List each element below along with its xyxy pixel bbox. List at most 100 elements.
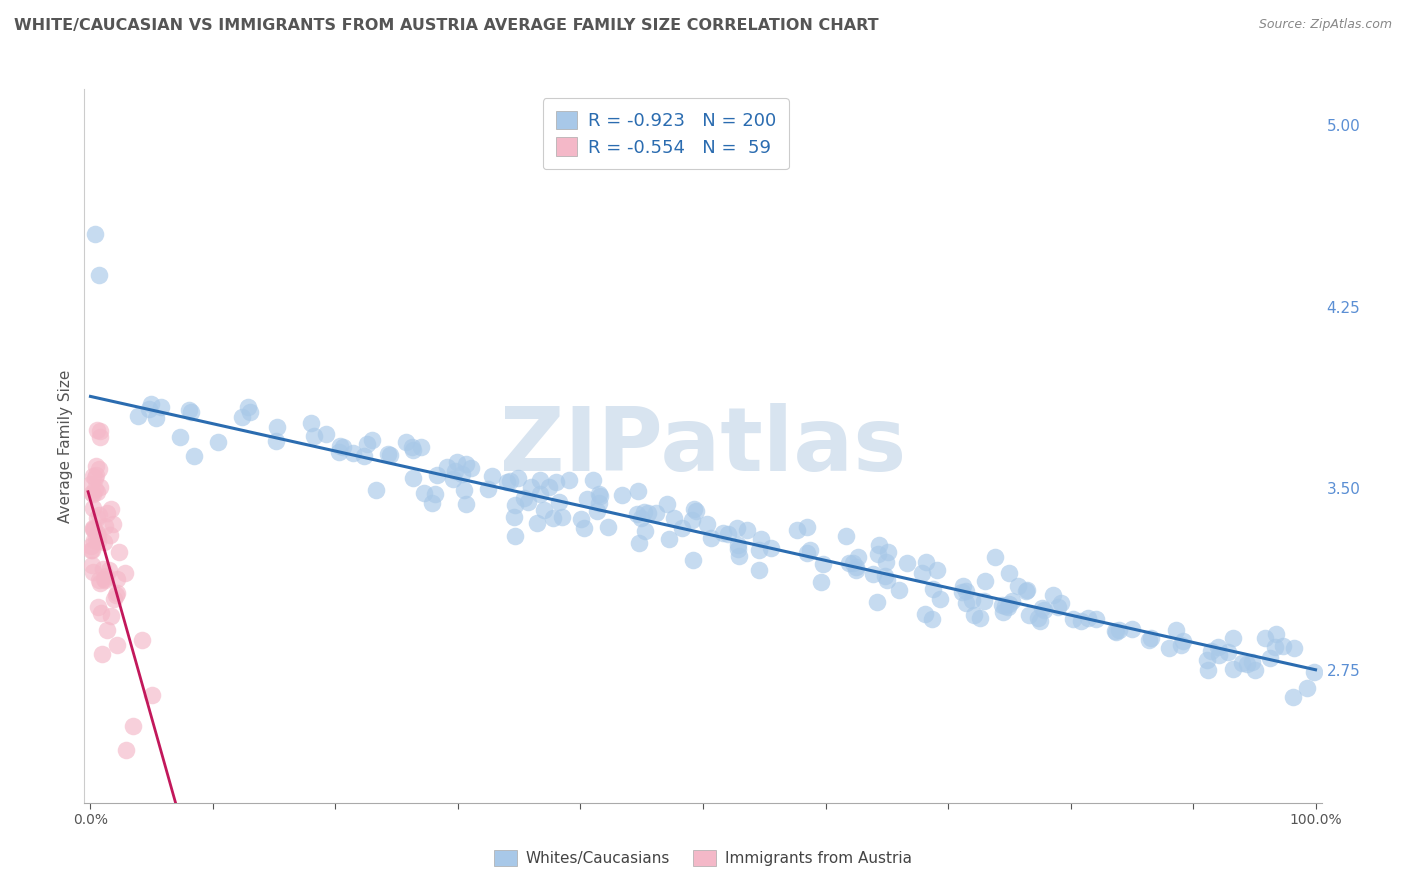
Point [725,521,748,535]
Point [82,500,104,515]
Point [876,573,898,587]
Point [637,506,659,520]
Point [83,533,105,547]
Point [238,405,260,419]
Point [727,538,749,552]
Point [401,440,423,454]
Point [588,487,610,501]
Point [1121,622,1143,636]
Point [426,467,449,482]
Point [696,517,718,532]
Point [533,502,555,516]
Point [875,555,897,569]
Point [925,563,948,577]
Point [451,467,474,481]
Point [914,556,936,570]
Point [103,591,125,606]
Point [145,410,167,425]
Point [1218,645,1240,659]
Point [929,591,952,606]
Point [86,525,108,540]
Point [658,533,681,547]
Point [441,472,464,486]
Point [1170,638,1192,652]
Point [105,586,128,600]
Point [759,541,782,556]
Text: ZIPatlas: ZIPatlas [501,402,905,490]
Point [101,516,124,531]
Point [952,585,974,599]
Point [846,549,869,564]
Point [80,539,103,553]
Point [80,476,103,491]
Point [634,524,657,538]
Point [87,268,110,283]
Point [503,510,526,524]
Point [104,588,127,602]
Point [1108,623,1130,637]
Point [748,563,770,577]
Point [96,624,118,638]
Point [1104,624,1126,638]
Point [1031,600,1053,615]
Point [84,458,107,473]
Point [87,529,110,543]
Point [517,494,540,508]
Point [115,743,138,757]
Point [633,505,655,519]
Point [207,434,229,449]
Point [868,538,890,552]
Point [955,584,977,599]
Point [425,487,447,501]
Point [238,401,260,415]
Point [1007,580,1029,594]
Point [107,545,129,559]
Point [1042,588,1064,602]
Point [735,523,758,537]
Point [420,496,443,510]
Point [329,439,352,453]
Point [377,447,399,461]
Point [80,558,103,573]
Point [1046,599,1069,614]
Point [231,409,253,424]
Point [93,535,115,549]
Point [356,437,378,451]
Point [547,495,569,509]
Point [868,547,890,561]
Point [749,532,772,546]
Point [1105,624,1128,639]
Point [87,573,110,587]
Point [598,519,620,533]
Point [628,535,651,549]
Y-axis label: Average Family Size: Average Family Size [58,369,73,523]
Point [89,480,111,494]
Point [683,501,706,516]
Point [266,420,288,434]
Point [477,482,499,496]
Point [141,397,163,411]
Point [82,521,104,535]
Point [630,510,652,524]
Point [82,487,104,501]
Point [997,598,1019,612]
Point [960,593,983,607]
Point [1026,611,1049,625]
Point [991,605,1014,619]
Point [727,541,749,556]
Point [87,600,110,615]
Point [177,402,200,417]
Point [503,499,526,513]
Point [107,638,129,652]
Point [1295,681,1317,695]
Point [83,522,105,536]
Point [1222,662,1244,676]
Point [84,483,107,497]
Point [402,443,425,458]
Point [93,573,115,587]
Point [315,427,337,442]
Point [93,573,115,587]
Point [1282,641,1305,656]
Point [681,513,703,527]
Point [86,485,108,500]
